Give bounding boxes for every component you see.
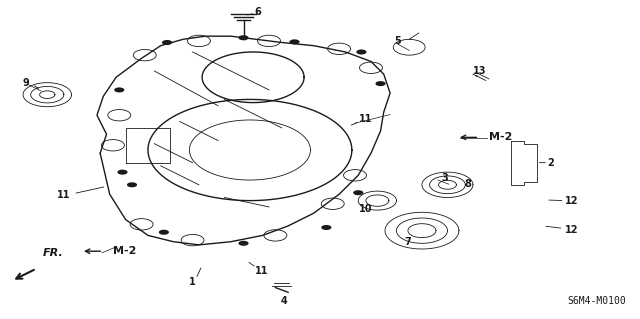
Circle shape [289, 39, 300, 44]
Circle shape [239, 241, 248, 246]
Text: 12: 12 [565, 225, 579, 235]
Text: S6M4-M0100: S6M4-M0100 [567, 296, 626, 306]
Text: 6: 6 [254, 6, 261, 17]
Text: 8: 8 [465, 179, 471, 189]
Circle shape [321, 225, 332, 230]
Text: FR.: FR. [43, 248, 63, 257]
Text: M-2: M-2 [489, 132, 512, 142]
Text: 2: 2 [547, 158, 554, 168]
Text: 5: 5 [394, 36, 401, 46]
Text: 13: 13 [472, 66, 486, 76]
Text: 10: 10 [359, 204, 372, 213]
Text: M-2: M-2 [113, 246, 136, 256]
Circle shape [353, 190, 364, 195]
Text: 11: 11 [57, 190, 70, 200]
Text: 9: 9 [22, 78, 29, 88]
Text: 11: 11 [359, 114, 372, 124]
Circle shape [162, 40, 172, 45]
Circle shape [239, 35, 248, 40]
Text: 3: 3 [441, 173, 447, 183]
Circle shape [356, 49, 367, 55]
Circle shape [127, 182, 137, 187]
Circle shape [376, 81, 386, 86]
Text: 12: 12 [565, 196, 579, 206]
Text: 11: 11 [255, 266, 268, 276]
Circle shape [117, 170, 127, 175]
Text: 7: 7 [404, 237, 412, 247]
Circle shape [114, 87, 124, 93]
Text: 4: 4 [280, 296, 287, 306]
Text: 1: 1 [189, 277, 196, 287]
Circle shape [159, 230, 169, 235]
